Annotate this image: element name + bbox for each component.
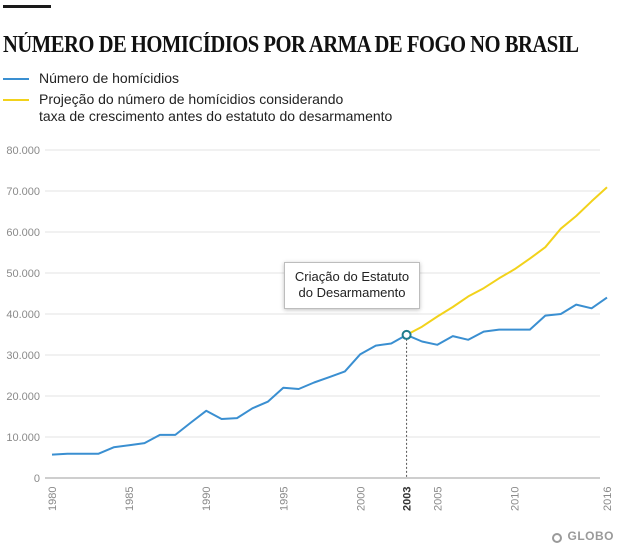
y-tick-label: 0 [34, 473, 40, 485]
legend-item-homicides: Número de homícidios [3, 70, 392, 87]
legend-label-projection: Projeção do número de homícidios conside… [39, 91, 393, 124]
x-tick-label: 1985 [124, 487, 136, 511]
legend-swatch-homicides [3, 78, 29, 80]
y-tick-label: 40.000 [6, 309, 40, 321]
x-tick-label: 1990 [201, 487, 213, 511]
x-tick-label: 2000 [355, 487, 367, 511]
y-tick-label: 70.000 [6, 186, 40, 198]
x-tick-label: 1980 [47, 487, 59, 511]
x-tick-label: 2003 [402, 487, 414, 511]
brand-label: GLOBO [567, 529, 614, 543]
x-tick-label: 2010 [510, 487, 522, 511]
chart-gridlines [45, 149, 600, 479]
y-tick-label: 10.000 [6, 432, 40, 444]
brand-o-icon [551, 533, 562, 543]
x-tick-label: 1995 [278, 487, 290, 511]
annotation-marker-point[interactable] [401, 329, 412, 340]
chart-title: NÚMERO DE HOMICÍDIOS POR ARMA DE FOGO NO… [3, 32, 579, 58]
legend-item-projection: Projeção do número de homícidios conside… [3, 91, 392, 125]
header-accent-bar [3, 5, 51, 8]
chart-legend: Número de homícidios Projeção do número … [3, 70, 392, 129]
y-tick-label: 30.000 [6, 350, 40, 362]
x-tick-label: 2005 [432, 487, 444, 511]
legend-swatch-projection [3, 99, 29, 101]
legend-label-homicides: Número de homícidios [39, 70, 180, 86]
brand-logo: GLOBO [551, 529, 614, 543]
chart-series [51, 186, 608, 456]
annotation-line-1: Criação do Estatuto [294, 269, 410, 284]
annotation-callout: Criação do Estatuto do Desarmamento [284, 262, 420, 309]
annotation-line-2: do Desarmamento [298, 285, 406, 300]
y-tick-label: 80.000 [6, 145, 40, 157]
y-tick-label: 20.000 [6, 391, 40, 403]
x-tick-label: 2016 [602, 487, 614, 511]
y-axis-tick-labels: 0 10.000 20.000 30.000 40.000 50.000 60.000 70.… [6, 145, 40, 485]
y-tick-label: 60.000 [6, 227, 40, 239]
series-line-projection [406, 186, 608, 336]
series-line-homicides [51, 296, 608, 456]
x-axis-tick-labels: 1980 1985 1990 1995 2000 2003 2005 2010 2016 [47, 487, 614, 511]
y-tick-label: 50.000 [6, 268, 40, 280]
